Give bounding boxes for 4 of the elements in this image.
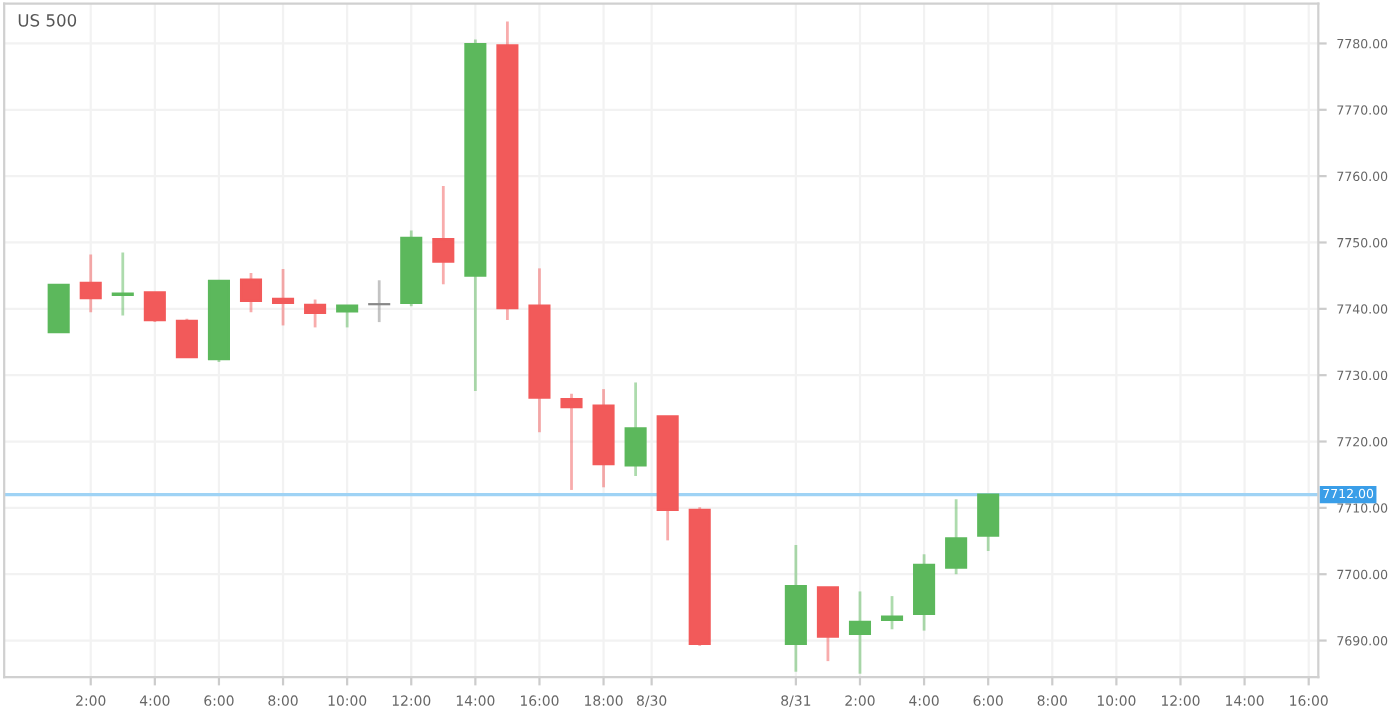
text: US 500 xyxy=(18,14,77,27)
candlestick xyxy=(175,317,198,359)
candlestick xyxy=(143,290,166,324)
candlestick xyxy=(47,283,70,334)
